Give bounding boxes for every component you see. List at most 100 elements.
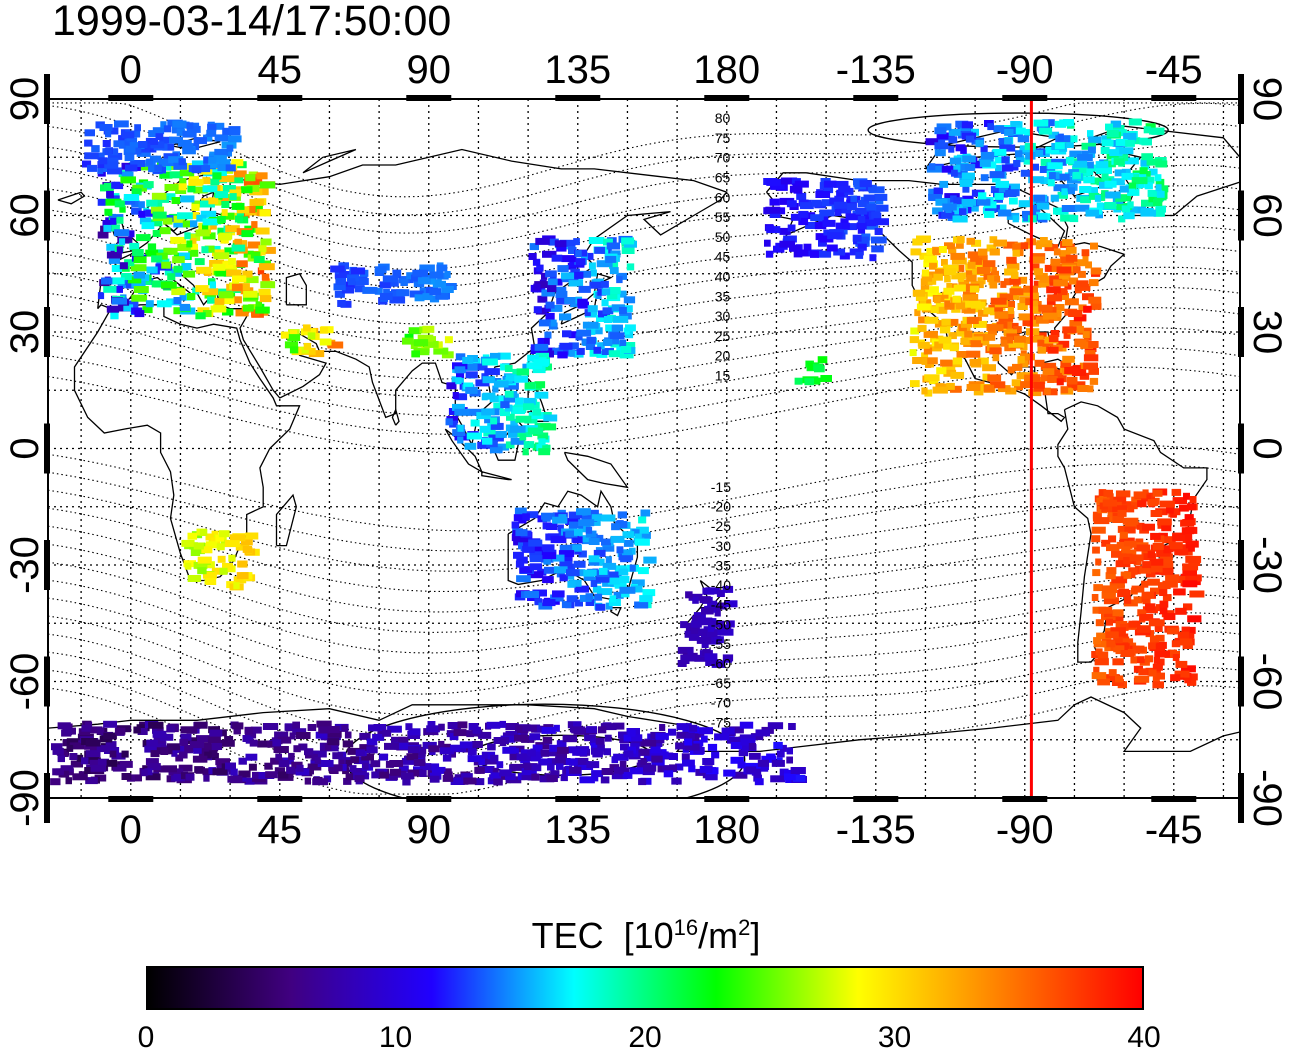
x-tick-label-bottom: 180 [693, 808, 760, 852]
tec-cell [962, 185, 970, 193]
tec-cell [447, 722, 461, 729]
tec-cell [295, 768, 310, 776]
tec-cell [244, 777, 255, 785]
tec-cell [500, 401, 510, 409]
colorbar-unit-exponent2: 2 [738, 915, 751, 940]
tec-cell [787, 224, 796, 232]
tec-cell [723, 769, 736, 777]
tec-cell [97, 167, 104, 175]
tec-cell [1057, 133, 1064, 141]
tec-cell [970, 257, 983, 265]
tec-cell [999, 144, 1016, 152]
tec-cell [773, 741, 783, 749]
tec-cell [417, 334, 434, 342]
tec-cell [164, 268, 175, 276]
tec-cell [1111, 178, 1125, 186]
tec-cell [726, 620, 735, 628]
tec-cell [97, 198, 106, 206]
tec-cell [164, 193, 176, 201]
tec-cell [559, 342, 573, 350]
tec-cell [1023, 157, 1032, 165]
tec-cell [448, 408, 457, 415]
tec-cell [1162, 594, 1172, 602]
tec-cell [600, 776, 610, 784]
tec-cell [767, 225, 775, 233]
colorbar-tick-label: 0 [137, 1021, 155, 1054]
tec-cell [593, 346, 602, 354]
tec-cell [600, 723, 617, 731]
tec-cell [260, 238, 272, 246]
tec-cell [1004, 137, 1013, 145]
tec-cell [1030, 306, 1040, 314]
tec-cell [527, 354, 539, 362]
tec-cell [145, 137, 159, 145]
tec-cell [552, 347, 564, 355]
tec-cell [187, 575, 202, 582]
tec-cell [623, 734, 632, 742]
tec-cell [487, 743, 496, 751]
tec-cell [1061, 141, 1074, 148]
tec-cell [948, 145, 955, 153]
tec-cell [930, 306, 939, 314]
tec-cell [131, 280, 146, 288]
tec-cell [1098, 606, 1113, 614]
tec-cell [1088, 146, 1096, 154]
tec-cell [1069, 320, 1083, 327]
tec-cell [609, 267, 619, 275]
tec-cell [182, 220, 194, 228]
tec-cell [1082, 331, 1090, 339]
tec-cell [1013, 160, 1021, 167]
tec-cell [171, 197, 181, 204]
tec-cell [1127, 206, 1138, 214]
tec-cell [1177, 576, 1186, 583]
tec-cell [713, 635, 721, 643]
tec-cell [934, 296, 941, 304]
tec-cell [1166, 506, 1174, 514]
tec-cell [955, 144, 966, 152]
tec-cell [153, 765, 169, 773]
tec-cell [936, 306, 948, 314]
tec-cell [222, 562, 233, 570]
tec-cell [1047, 369, 1064, 377]
tec-cell [467, 755, 482, 763]
tec-cell [946, 382, 955, 390]
tec-cell [1062, 355, 1075, 363]
contour-line [48, 307, 1240, 398]
tec-cell [1040, 177, 1053, 185]
tec-cell [737, 761, 746, 769]
tec-cell [748, 743, 756, 750]
tec-cell [532, 744, 543, 752]
tec-cell [578, 285, 591, 293]
tec-cell [206, 129, 217, 137]
tec-cell [506, 413, 515, 421]
tec-cell [952, 215, 968, 223]
tec-cell [444, 271, 451, 278]
tec-cell [730, 756, 744, 764]
tec-cell [1148, 669, 1157, 677]
tec-cell [1140, 209, 1156, 217]
tec-cell [156, 300, 172, 308]
tec-cell [1088, 296, 1102, 304]
tec-cell [811, 199, 822, 207]
tec-cell [300, 328, 317, 336]
x-tick-label-top: -45 [1145, 48, 1203, 92]
tec-cell [516, 556, 528, 564]
tec-cell [229, 176, 244, 184]
tec-cell [975, 139, 984, 147]
tec-cell [618, 731, 628, 739]
tec-cell [234, 215, 244, 223]
tec-cell [459, 741, 473, 749]
tec-cell [303, 324, 311, 332]
tec-cell [155, 133, 164, 141]
tec-cell [943, 287, 955, 295]
tec-cell [108, 256, 121, 264]
tec-cell [855, 207, 868, 215]
tec-cell [225, 225, 240, 233]
tec-cell [597, 342, 605, 350]
tec-cell [145, 758, 159, 766]
tec-cell [224, 736, 234, 743]
tec-cell [969, 285, 980, 293]
tec-cell [478, 731, 492, 739]
tec-cell [542, 576, 554, 584]
tec-cell [605, 556, 612, 564]
